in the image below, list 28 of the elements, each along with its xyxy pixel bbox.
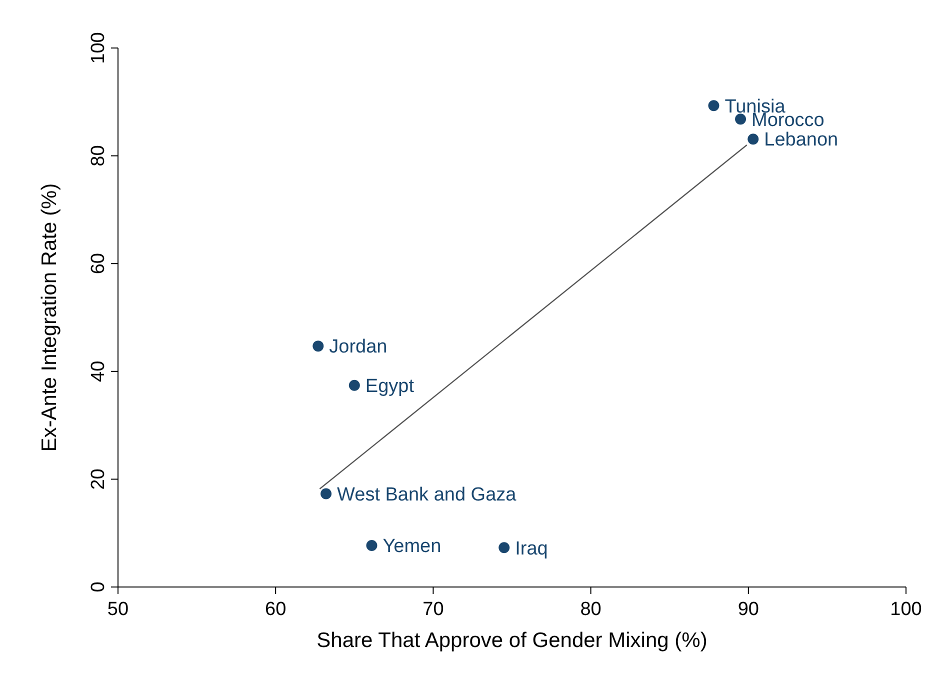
point xyxy=(312,340,324,352)
point xyxy=(748,134,759,145)
point xyxy=(708,100,720,112)
y-tick-label: 0 xyxy=(88,582,109,592)
data-label: Iraq xyxy=(515,538,548,560)
y-tick-label: 40 xyxy=(88,360,109,382)
y-tick-label: 80 xyxy=(88,145,109,166)
x-tick-label: 80 xyxy=(580,599,602,620)
x-tick-label: 90 xyxy=(738,599,759,620)
data-label: Lebanon xyxy=(764,130,838,151)
point xyxy=(348,380,360,391)
y-tick-label: 100 xyxy=(88,32,109,64)
point xyxy=(498,542,510,554)
y-tick-label: 20 xyxy=(88,468,109,490)
point xyxy=(735,114,746,125)
data-label: Jordan xyxy=(329,336,388,358)
x-tick-label: 50 xyxy=(107,599,129,620)
data-label: Yemen xyxy=(382,536,442,558)
x-tick-label: 100 xyxy=(890,599,922,620)
y-tick-label: 60 xyxy=(88,253,109,274)
x-tick-label: 70 xyxy=(422,599,444,620)
y-axis-title: Ex-Ante Integration Rate (%) xyxy=(38,183,61,452)
point xyxy=(366,540,378,551)
x-tick-label: 60 xyxy=(265,599,286,620)
data-label: West Bank and Gaza xyxy=(337,484,517,506)
data-label: Egypt xyxy=(365,376,415,398)
x-axis-title: Share That Approve of Gender Mixing (%) xyxy=(316,629,708,652)
point xyxy=(320,488,332,500)
